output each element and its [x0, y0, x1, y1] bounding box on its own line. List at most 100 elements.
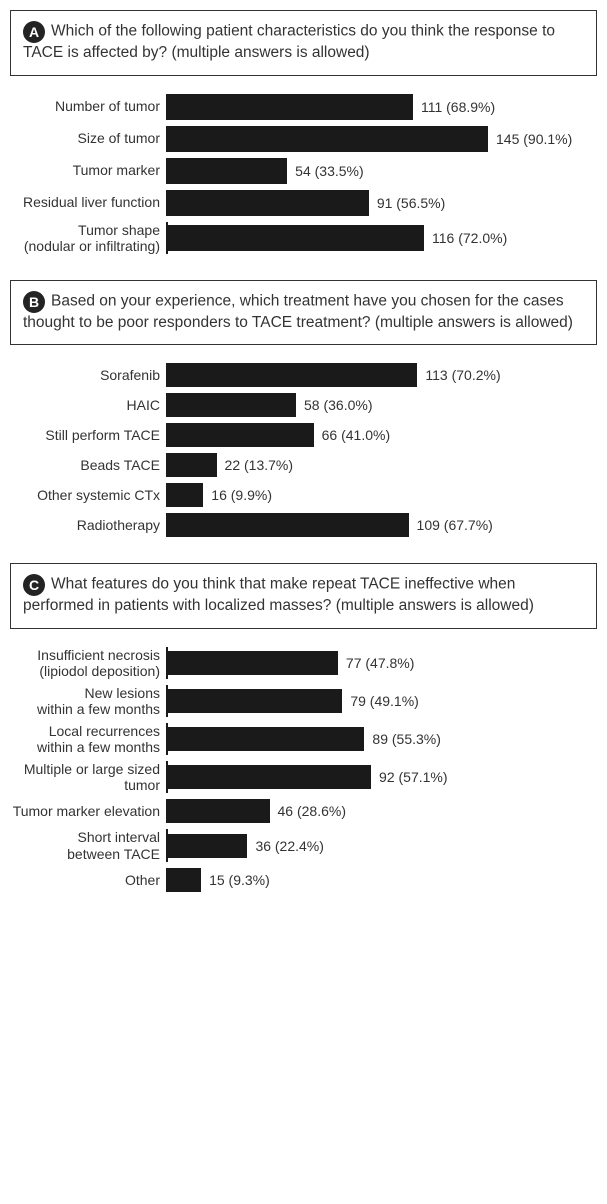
bar [168, 834, 247, 858]
bar-value-label: 22 (13.7%) [225, 457, 293, 473]
question-panel-b: BBased on your experience, which treatme… [10, 280, 597, 346]
bar-value-label: 66 (41.0%) [322, 427, 390, 443]
row-label: Other systemic CTx [10, 487, 166, 503]
bar-value-label: 36 (22.4%) [255, 838, 323, 854]
row-label: Other [10, 872, 166, 888]
bar [168, 225, 424, 251]
chart-row: Other 15 (9.3%) [10, 868, 597, 892]
bar-value-label: 58 (36.0%) [304, 397, 372, 413]
bar-cell: 54 (33.5%) [168, 158, 597, 184]
chart-row: Insufficient necrosis(lipiodol depositio… [10, 647, 597, 679]
bar [168, 126, 488, 152]
bar [168, 727, 364, 751]
figure-root: AWhich of the following patient characte… [10, 10, 597, 892]
row-label: Tumor marker [10, 162, 166, 178]
bar-value-label: 15 (9.3%) [209, 872, 270, 888]
chart-row: Number of tumor 111 (68.9%) [10, 94, 597, 120]
row-label: Beads TACE [10, 457, 166, 473]
row-label: Residual liver function [10, 194, 166, 210]
bar-value-label: 145 (90.1%) [496, 131, 572, 147]
bar-cell: 79 (49.1%) [168, 689, 597, 713]
chart-row: HAIC 58 (36.0%) [10, 393, 597, 417]
row-label: Local recurrenceswithin a few months [10, 723, 166, 755]
panel-question-text: Based on your experience, which treatmen… [23, 292, 573, 330]
chart-row: New lesionswithin a few months 79 (49.1%) [10, 685, 597, 717]
chart-row: Tumor shape(nodular or infiltrating) 116 … [10, 222, 597, 254]
row-label: Still perform TACE [10, 427, 166, 443]
bar-cell: 113 (70.2%) [168, 363, 597, 387]
chart-row: Size of tumor 145 (90.1%) [10, 126, 597, 152]
question-panel-c: CWhat features do you think that make re… [10, 563, 597, 629]
chart-row: Multiple or large sizedtumor 92 (57.1%) [10, 761, 597, 793]
bar-value-label: 109 (67.7%) [417, 517, 493, 533]
bar-cell: 16 (9.9%) [168, 483, 597, 507]
row-label: Number of tumor [10, 98, 166, 114]
bar [168, 689, 342, 713]
panel-question-text: Which of the following patient character… [23, 23, 555, 61]
bar-cell: 66 (41.0%) [168, 423, 597, 447]
bar-value-label: 16 (9.9%) [211, 487, 272, 503]
bar [168, 513, 409, 537]
panel-letter-badge: A [23, 21, 45, 43]
panel-letter-badge: B [23, 291, 45, 313]
chart-row: Tumor marker elevation 46 (28.6%) [10, 799, 597, 823]
bar [168, 94, 413, 120]
bar [168, 423, 314, 447]
bar-value-label: 46 (28.6%) [278, 803, 346, 819]
bar-cell: 77 (47.8%) [168, 651, 597, 675]
bar-cell: 46 (28.6%) [168, 799, 597, 823]
bar-value-label: 91 (56.5%) [377, 195, 445, 211]
bar-chart-a: Number of tumor 111 (68.9%) Size of tumor 1… [10, 94, 597, 254]
bar-value-label: 113 (70.2%) [425, 367, 500, 383]
row-label: Multiple or large sizedtumor [10, 761, 166, 793]
bar-cell: 89 (55.3%) [168, 727, 597, 751]
bar [168, 483, 203, 507]
bar-value-label: 54 (33.5%) [295, 163, 363, 179]
bar [168, 799, 270, 823]
bar-value-label: 116 (72.0%) [432, 230, 507, 246]
bar-value-label: 92 (57.1%) [379, 769, 447, 785]
bar-chart-c: Insufficient necrosis(lipiodol depositio… [10, 647, 597, 892]
bar-cell: 15 (9.3%) [168, 868, 597, 892]
bar-cell: 109 (67.7%) [168, 513, 597, 537]
chart-row: Tumor marker 54 (33.5%) [10, 158, 597, 184]
row-label: Size of tumor [10, 130, 166, 146]
bar-value-label: 111 (68.9%) [421, 99, 495, 115]
bar-value-label: 77 (47.8%) [346, 655, 414, 671]
chart-row: Local recurrenceswithin a few months89 (… [10, 723, 597, 755]
chart-row: Short intervalbetween TACE 36 (22.4%) [10, 829, 597, 861]
panel-question-text: What features do you think that make rep… [23, 576, 534, 614]
bar [168, 868, 201, 892]
row-label: Tumor shape(nodular or infiltrating) [10, 222, 166, 254]
panel-letter-badge: C [23, 574, 45, 596]
row-label: Insufficient necrosis(lipiodol depositio… [10, 647, 166, 679]
bar [168, 190, 369, 216]
bar [168, 765, 371, 789]
chart-row: Other systemic CTx 16 (9.9%) [10, 483, 597, 507]
bar-cell: 92 (57.1%) [168, 765, 597, 789]
row-label: New lesionswithin a few months [10, 685, 166, 717]
bar [168, 158, 287, 184]
bar-value-label: 79 (49.1%) [350, 693, 418, 709]
bar [168, 363, 417, 387]
chart-row: Still perform TACE 66 (41.0%) [10, 423, 597, 447]
bar-cell: 111 (68.9%) [168, 94, 597, 120]
bar-cell: 116 (72.0%) [168, 225, 597, 251]
bar [168, 453, 217, 477]
bar-cell: 36 (22.4%) [168, 834, 597, 858]
bar [168, 393, 296, 417]
row-label: Tumor marker elevation [10, 803, 166, 819]
bar-cell: 145 (90.1%) [168, 126, 597, 152]
row-label: HAIC [10, 397, 166, 413]
row-label: Radiotherapy [10, 517, 166, 533]
question-panel-a: AWhich of the following patient characte… [10, 10, 597, 76]
bar-cell: 22 (13.7%) [168, 453, 597, 477]
chart-row: Beads TACE 22 (13.7%) [10, 453, 597, 477]
chart-row: Radiotherapy 109 (67.7%) [10, 513, 597, 537]
row-label: Sorafenib [10, 367, 166, 383]
chart-row: Sorafenib 113 (70.2%) [10, 363, 597, 387]
row-label: Short intervalbetween TACE [10, 829, 166, 861]
bar-cell: 91 (56.5%) [168, 190, 597, 216]
chart-row: Residual liver function 91 (56.5%) [10, 190, 597, 216]
bar-cell: 58 (36.0%) [168, 393, 597, 417]
